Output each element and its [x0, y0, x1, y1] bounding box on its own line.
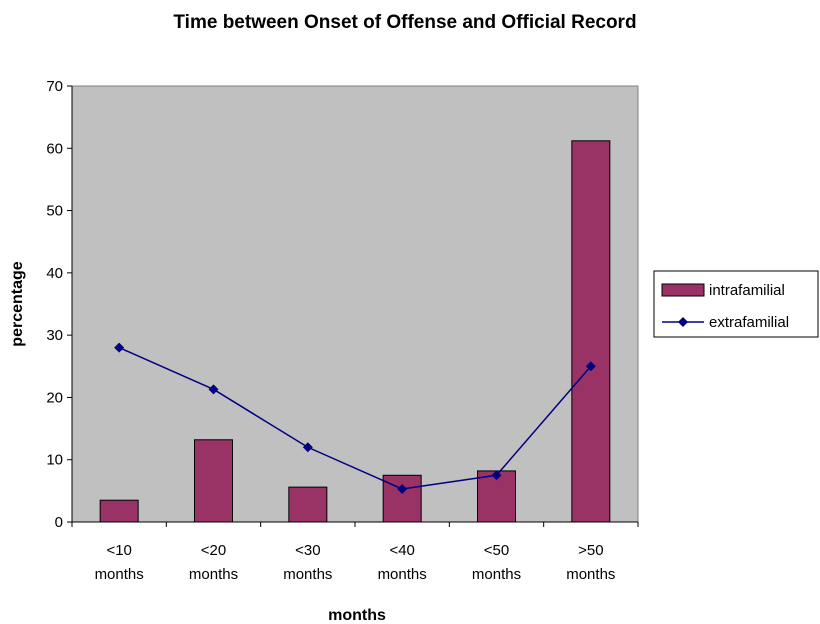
y-tick-label: 20 — [46, 389, 63, 406]
bar-intrafamilial — [288, 486, 328, 523]
point-extrafamilial — [208, 384, 219, 395]
y-tick-label: 40 — [46, 265, 63, 282]
y-tick-label: 50 — [46, 203, 63, 220]
y-ticks: 0 10 20 30 40 50 60 70 — [46, 78, 72, 531]
legend-marker-extrafamilial — [678, 317, 688, 327]
point-extrafamilial — [585, 361, 596, 372]
x-tick-label: <50 months — [472, 542, 521, 583]
legend-label-extrafamilial: extrafamilial — [709, 314, 789, 331]
y-tick-label: 10 — [46, 452, 63, 469]
bars-group — [99, 140, 611, 523]
legend-box — [653, 270, 819, 338]
line-extrafamilial — [118, 346, 592, 490]
y-axis-title: percentage — [9, 261, 26, 346]
x-tick-label: <30 months — [283, 542, 332, 583]
bar-intrafamilial — [99, 499, 139, 523]
y-tick-label: 0 — [55, 514, 63, 531]
point-extrafamilial — [397, 483, 408, 494]
bar-intrafamilial — [194, 439, 233, 523]
legend-swatch-intrafamilial — [661, 283, 705, 297]
x-ticks: <10 months <20 months <30 months <40 months <50 m… — [71, 522, 639, 583]
point-extrafamilial — [302, 442, 313, 453]
legend-label-intrafamilial: intrafamilial — [709, 282, 785, 299]
y-tick-label: 70 — [46, 78, 63, 95]
bar-intrafamilial — [571, 140, 611, 523]
x-tick-label: >50 months — [566, 542, 615, 583]
x-tick-label: <10 months — [95, 542, 144, 583]
x-axis-title: months — [328, 607, 386, 624]
line-group — [114, 342, 596, 494]
x-tick-label: <20 months — [189, 542, 238, 583]
chart-title: Time between Onset of Offense and Offici… — [173, 12, 636, 33]
plot-area — [71, 85, 639, 523]
x-tick-label: <40 months — [378, 542, 427, 583]
legend: intrafamilial extrafamilial — [653, 270, 819, 338]
point-extrafamilial — [114, 342, 125, 353]
y-tick-label: 30 — [46, 327, 63, 344]
point-extrafamilial — [491, 470, 502, 481]
y-tick-label: 60 — [46, 140, 63, 157]
